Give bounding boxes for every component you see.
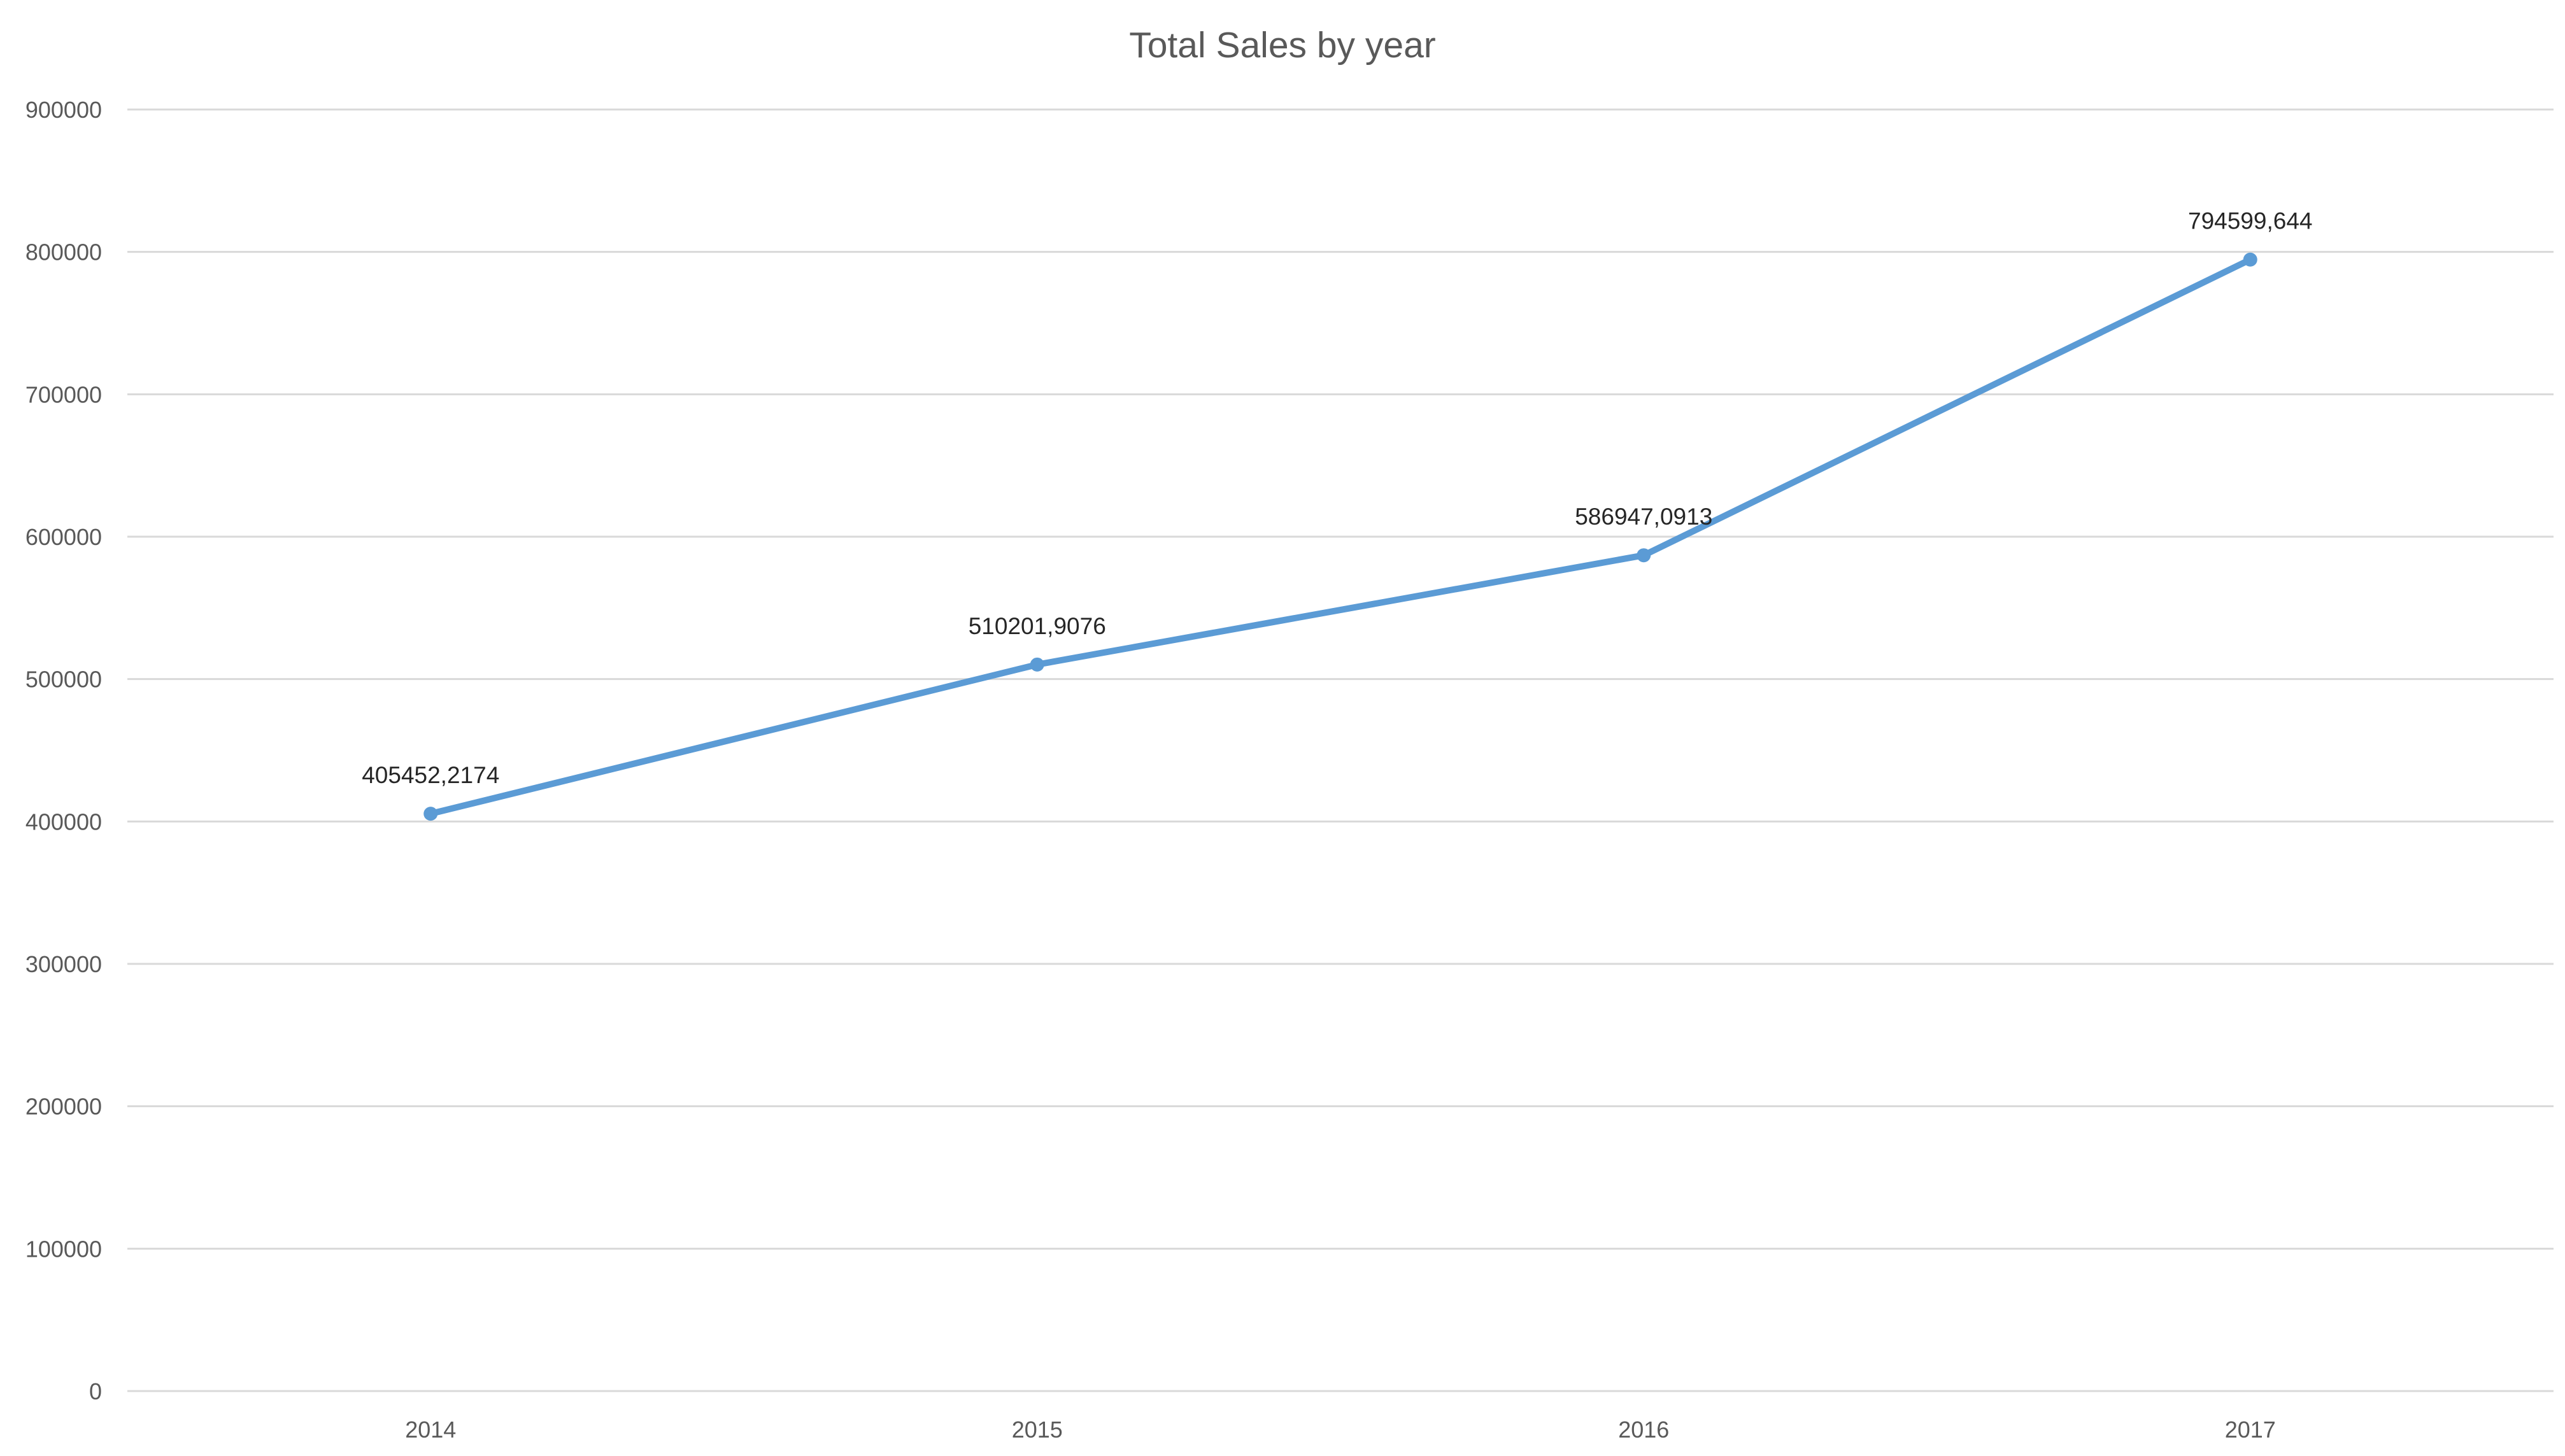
chart-title: Total Sales by year [1129,25,1436,66]
data-label: 405452,2174 [362,762,499,788]
data-point [1030,657,1044,672]
x-axis-tick-labels: 2014 2015 2016 2017 [405,1417,2276,1443]
data-label: 586947,0913 [1575,504,1712,530]
series-line [427,256,2254,817]
y-tick-label: 600000 [25,524,102,550]
x-tick-label: 2017 [2225,1417,2276,1443]
y-tick-label: 200000 [25,1094,102,1120]
series-line-layer [427,256,2254,817]
data-point [2243,252,2257,267]
y-tick-label: 700000 [25,381,102,407]
y-tick-label: 900000 [25,97,102,123]
data-point [423,807,438,821]
data-point [1637,548,1651,563]
y-tick-label: 400000 [25,809,102,835]
y-tick-label: 300000 [25,951,102,977]
gridlines [127,108,2554,1392]
y-tick-label: 100000 [25,1236,102,1262]
x-tick-label: 2016 [1618,1417,1669,1443]
data-labels: 405452,2174 510201,9076 586947,0913 794599,… [362,208,2312,788]
x-tick-label: 2015 [1012,1417,1063,1443]
y-axis-tick-labels: 0 100000 200000 300000 400000 500000 600000 700… [25,97,102,1404]
data-label: 510201,9076 [969,613,1106,639]
y-tick-label: 500000 [25,667,102,693]
y-tick-label: 0 [89,1378,102,1404]
data-point-markers [423,252,2257,821]
x-tick-label: 2014 [405,1417,456,1443]
y-tick-label: 800000 [25,239,102,265]
data-label: 794599,644 [2188,208,2312,234]
